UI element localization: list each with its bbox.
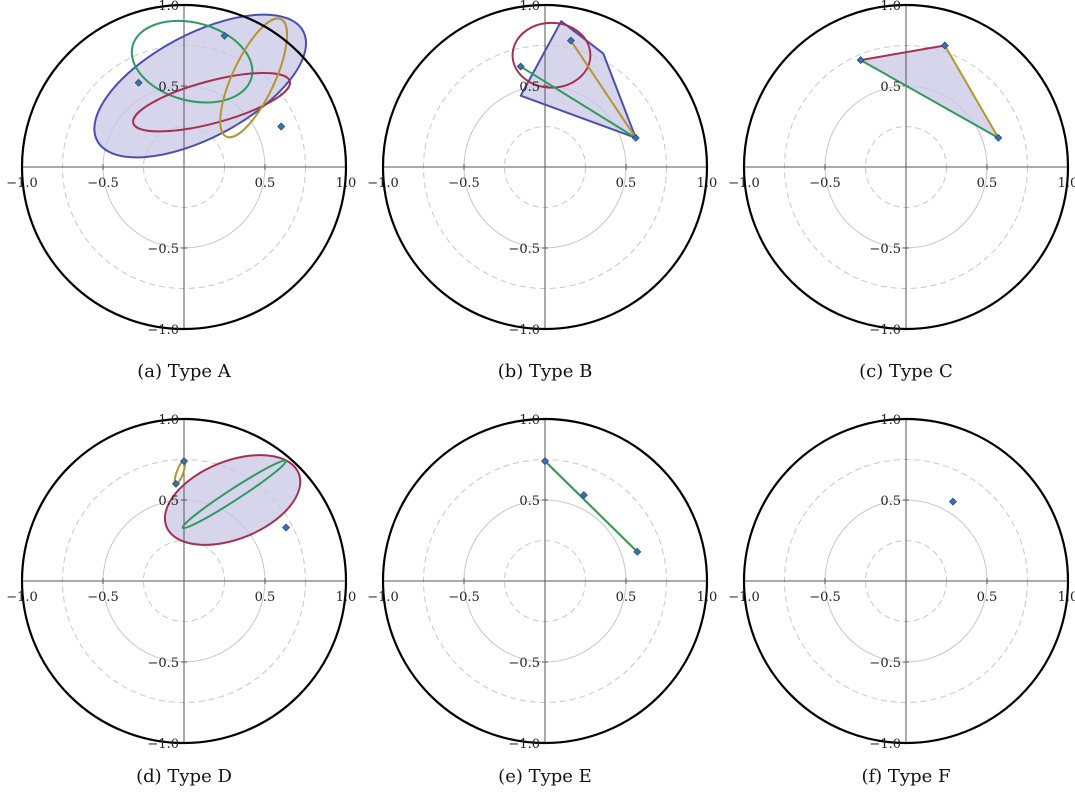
edge-ellipse [181,459,287,530]
panel-caption: (f) Type F [862,766,951,787]
y-tick-label: 0.5 [158,494,179,509]
data-point [631,133,640,142]
unit-circle [381,3,709,331]
y-tick-label: −1.0 [147,737,179,752]
y-tick-label: 1.0 [519,0,540,14]
y-tick-label: 0.5 [519,80,540,95]
panel-caption: (d) Type D [136,766,232,787]
x-tick-label: −1.0 [367,176,399,191]
y-tick-label: −0.5 [147,242,179,257]
x-tick-label: 0.5 [255,590,276,605]
panel-a: −1.0 −0.5 0.5 1.0 −1.0 −0.5 0.5 1.0 (a) Type A [6,0,356,382]
x-tick-label: −0.5 [87,176,119,191]
y-tick-label: 1.0 [158,413,179,428]
y-tick-label: −1.0 [869,737,901,752]
x-tick-label: 1.0 [336,590,357,605]
x-tick-label: −0.5 [87,590,119,605]
data-point [633,547,642,556]
panel-caption: (c) Type C [859,361,953,382]
y-tick-label: 1.0 [158,0,179,14]
data-point [940,41,949,50]
data-point [180,457,188,466]
x-tick-label: 1.0 [336,176,357,191]
data-point [949,497,957,506]
unit-circle [742,417,1070,745]
x-tick-label: 1.0 [1058,590,1075,605]
y-tick-label: 0.5 [158,80,179,95]
x-tick-label: 1.0 [697,176,718,191]
x-tick-label: −0.5 [448,590,480,605]
x-tick-label: 0.5 [616,176,637,191]
data-point [579,491,588,500]
data-point [134,78,143,87]
unit-circle [742,3,1070,331]
panel-caption: (b) Type B [498,361,593,382]
data-point [220,31,229,40]
x-tick-label: 0.5 [616,590,637,605]
x-tick-label: 0.5 [977,590,998,605]
y-tick-label: −0.5 [508,242,540,257]
x-tick-label: −1.0 [6,176,38,191]
edge-ellipse [511,21,592,89]
x-tick-label: −1.0 [367,590,399,605]
y-tick-label: −0.5 [869,656,901,671]
data-point [856,56,865,65]
edge-ellipse [219,17,289,139]
data-point [566,36,575,45]
unit-circle [20,3,348,331]
data-point [171,479,180,488]
y-tick-label: 1.0 [880,413,901,428]
y-tick-label: 0.5 [880,80,901,95]
data-point [516,62,525,71]
panel-c: −1.0 −0.5 0.5 1.0 −1.0 −0.5 0.5 1.0 (c) Type C [728,0,1075,382]
y-tick-label: 0.5 [880,494,901,509]
panel-b: −1.0 −0.5 0.5 1.0 −1.0 −0.5 0.5 1.0 (b) Type B [367,0,717,382]
x-tick-label: 0.5 [255,176,276,191]
edge-ellipse [132,71,291,133]
x-tick-label: −0.5 [809,590,841,605]
x-tick-label: 0.5 [977,176,998,191]
y-tick-label: −1.0 [508,323,540,338]
panel-e: −1.0 −0.5 0.5 1.0 −1.0 −0.5 0.5 1.0 (e) Type E [367,413,717,787]
x-tick-label: −1.0 [728,176,760,191]
panel-caption: (a) Type A [137,361,232,382]
x-tick-label: 1.0 [1058,176,1075,191]
y-tick-label: −1.0 [869,323,901,338]
y-tick-label: −0.5 [147,656,179,671]
x-tick-label: −1.0 [6,590,38,605]
edge-ellipse [130,19,254,104]
y-tick-label: 1.0 [880,0,901,14]
panel-f: −1.0 −0.5 0.5 1.0 −1.0 −0.5 0.5 1.0 (f) Type F [728,413,1075,787]
edge-line [520,65,637,139]
x-tick-label: 1.0 [697,590,718,605]
panel-d: −1.0 −0.5 0.5 1.0 −1.0 −0.5 0.5 1.0 (d) Type D [6,413,356,787]
data-point [282,523,291,532]
x-tick-label: −0.5 [809,176,841,191]
x-tick-label: −1.0 [728,590,760,605]
unit-circle [20,417,348,745]
edge-line [860,59,999,139]
data-point [541,457,549,466]
y-tick-label: −0.5 [508,656,540,671]
edge-line [544,460,639,553]
edge-line [570,40,637,139]
x-tick-label: −0.5 [448,176,480,191]
y-tick-label: −1.0 [508,737,540,752]
data-point [994,133,1003,142]
panel-caption: (e) Type E [498,766,592,787]
y-tick-label: −0.5 [869,242,901,257]
data-point [277,122,286,131]
y-tick-label: 0.5 [519,494,540,509]
unit-circle [381,417,709,745]
y-tick-label: −1.0 [147,323,179,338]
edge-line [944,44,1000,139]
hull-region [93,13,308,159]
hull-region [860,45,999,138]
edge-line [860,44,946,62]
y-tick-label: 1.0 [519,413,540,428]
